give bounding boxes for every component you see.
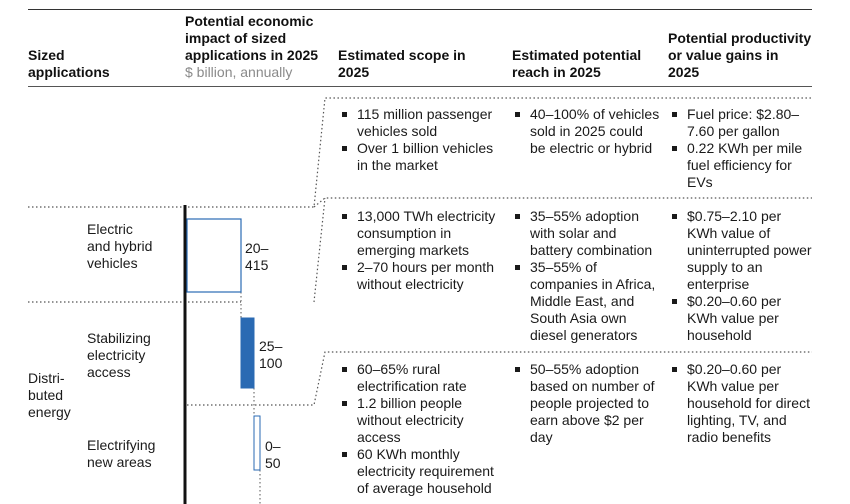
header-sized-applications: Sized applications: [28, 47, 110, 80]
list-item: 35–55% adoption with solar and battery c…: [513, 208, 663, 259]
row3-gains-list: $0.20–0.60 per KWh value per household f…: [670, 361, 815, 446]
list-item: Over 1 billion vehicles in the market: [340, 140, 505, 174]
header-economic-impact-title: Potential economic impact of sized appli…: [185, 13, 319, 63]
list-item: $0.20–0.60 per KWh value per household: [670, 293, 815, 344]
list-item: 0.22 KWh per mile fuel efficiency for EV…: [670, 140, 815, 191]
group-label-distributed-energy: Distri-buted energy: [28, 370, 71, 420]
row1-scope-list: 115 million passenger vehicles sold Over…: [340, 106, 505, 174]
impact-bar-electrifying: [253, 415, 261, 471]
row2-scope-list: 13,000 TWh electricity consumption in em…: [340, 208, 505, 293]
list-item: 60–65% rural electrification rate: [340, 361, 505, 395]
app-label-stabilizing: Stabilizing electricity access: [87, 330, 151, 380]
list-item: 35–55% of companies in Africa, Middle Ea…: [513, 259, 663, 344]
app-label-vehicles: Electric and hybrid vehicles: [87, 221, 153, 271]
list-item: $0.20–0.60 per KWh value per household f…: [670, 361, 815, 446]
list-item: 2–70 hours per month without electricity: [340, 259, 505, 293]
row2-reach-list: 35–55% adoption with solar and battery c…: [513, 208, 663, 344]
list-item: 60 KWh monthly electricity requirement o…: [340, 446, 505, 497]
header-estimated-reach: Estimated potential reach in 2025: [512, 47, 642, 80]
header-economic-impact: Potential economic impact of sized appli…: [185, 13, 330, 81]
list-item: 50–55% adoption based on number of peopl…: [513, 361, 663, 446]
header-economic-impact-unit: $ billion, annually: [185, 64, 293, 80]
impact-bar-stabilizing: [240, 317, 255, 389]
impact-value-stabilizing: 25–100: [259, 338, 283, 371]
header-estimated-scope: Estimated scope in 2025: [338, 47, 466, 80]
header-productivity-gains: Potential productivity or value gains in…: [668, 30, 812, 80]
list-item: 40–100% of vehicles sold in 2025 could b…: [513, 106, 661, 157]
list-item: 13,000 TWh electricity consumption in em…: [340, 208, 505, 259]
app-label-electrifying: Electrifying new areas: [87, 437, 156, 470]
header-rule: [28, 86, 812, 87]
row1-gains-list: Fuel price: $2.80–7.60 per gallon 0.22 K…: [670, 106, 815, 191]
list-item: 115 million passenger vehicles sold: [340, 106, 505, 140]
impact-value-electrifying: 0–50: [265, 438, 281, 471]
top-rule: [28, 9, 812, 10]
list-item: $0.75–2.10 per KWh value of uninterrupte…: [670, 208, 815, 293]
row3-scope-list: 60–65% rural electrification rate 1.2 bi…: [340, 361, 505, 497]
row1-reach-list: 40–100% of vehicles sold in 2025 could b…: [513, 106, 661, 157]
list-item: Fuel price: $2.80–7.60 per gallon: [670, 106, 815, 140]
list-item: 1.2 billion people without electricity a…: [340, 395, 505, 446]
impact-bar-vehicles: [186, 218, 242, 293]
impact-value-vehicles: 20–415: [245, 240, 269, 273]
row3-reach-list: 50–55% adoption based on number of peopl…: [513, 361, 663, 446]
row2-gains-list: $0.75–2.10 per KWh value of uninterrupte…: [670, 208, 815, 344]
